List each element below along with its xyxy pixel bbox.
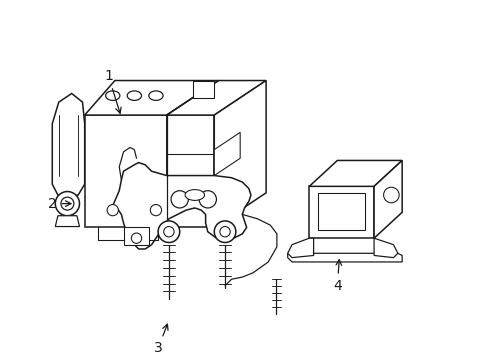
Polygon shape: [52, 94, 84, 197]
Polygon shape: [214, 132, 240, 176]
Text: 1: 1: [104, 69, 121, 113]
Polygon shape: [317, 193, 365, 230]
Ellipse shape: [105, 91, 120, 100]
Polygon shape: [166, 81, 265, 115]
Circle shape: [107, 204, 118, 216]
Text: 3: 3: [153, 324, 168, 355]
Polygon shape: [84, 81, 218, 115]
Circle shape: [383, 187, 398, 203]
Text: 2: 2: [48, 197, 71, 211]
Circle shape: [61, 197, 74, 210]
Polygon shape: [55, 216, 80, 226]
Polygon shape: [287, 238, 313, 258]
Text: 4: 4: [332, 260, 341, 293]
Polygon shape: [123, 228, 149, 245]
Ellipse shape: [185, 190, 204, 201]
Polygon shape: [309, 186, 373, 238]
Polygon shape: [373, 238, 397, 258]
Polygon shape: [214, 81, 265, 228]
Circle shape: [214, 221, 235, 243]
Circle shape: [131, 233, 142, 243]
Polygon shape: [61, 206, 74, 217]
Ellipse shape: [148, 91, 163, 100]
Ellipse shape: [127, 91, 141, 100]
Polygon shape: [287, 253, 401, 262]
Polygon shape: [373, 161, 401, 238]
Polygon shape: [84, 115, 166, 228]
Polygon shape: [61, 195, 74, 206]
Circle shape: [55, 192, 80, 216]
Polygon shape: [192, 81, 214, 98]
Polygon shape: [309, 161, 401, 186]
Circle shape: [199, 191, 216, 208]
Polygon shape: [166, 115, 214, 228]
Circle shape: [158, 221, 179, 243]
Polygon shape: [113, 163, 250, 249]
Circle shape: [163, 226, 174, 237]
Circle shape: [171, 191, 188, 208]
Circle shape: [220, 226, 230, 237]
Circle shape: [150, 204, 161, 216]
